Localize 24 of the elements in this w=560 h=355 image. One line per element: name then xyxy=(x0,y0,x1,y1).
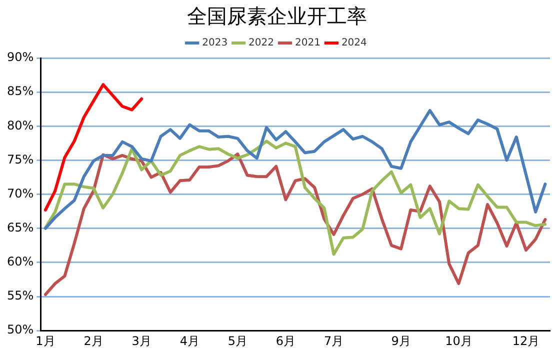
y-tick-label: 85% xyxy=(7,84,34,98)
x-tick-label: 10月 xyxy=(445,334,472,348)
y-tick-label: 75% xyxy=(7,152,34,166)
x-tick-label: 4月 xyxy=(180,334,200,348)
legend-label: 2021 xyxy=(295,38,320,49)
legend-label: 2024 xyxy=(341,38,367,49)
x-tick-label: 3月 xyxy=(132,334,152,348)
x-tick-label: 9月 xyxy=(391,334,411,348)
y-tick-label: 90% xyxy=(7,50,34,64)
x-tick-label: 2月 xyxy=(84,334,104,348)
y-tick-label: 60% xyxy=(7,254,34,269)
y-tick-label: 70% xyxy=(7,186,34,200)
y-tick-label: 55% xyxy=(7,288,34,303)
y-tick-label: 80% xyxy=(7,118,34,132)
legend-label: 2022 xyxy=(248,38,274,49)
legend-label: 2023 xyxy=(202,38,228,49)
y-tick-label: 50% xyxy=(7,322,34,337)
x-tick-label: 1月 xyxy=(36,334,56,348)
chart-title: 全国尿素企业开工率 xyxy=(187,4,367,28)
x-tick-label: 6月 xyxy=(276,334,296,348)
x-tick-label: 7月 xyxy=(324,334,344,348)
x-tick-label: 12月 xyxy=(512,334,540,348)
y-tick-label: 65% xyxy=(7,220,34,234)
x-tick-label: 5月 xyxy=(228,334,248,348)
